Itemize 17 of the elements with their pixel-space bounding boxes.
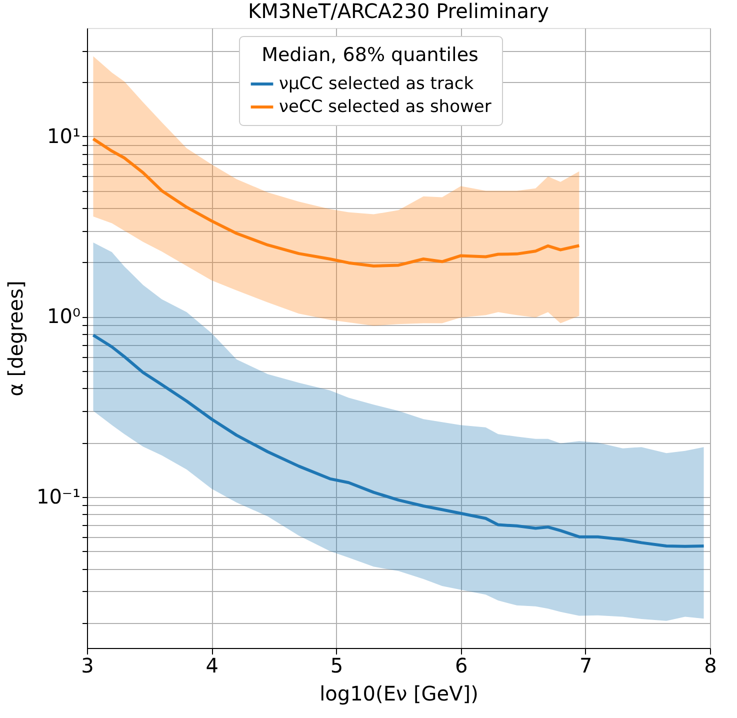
y-tick-label: 10¹ xyxy=(47,124,80,148)
x-axis-title: log10(Eν [GeV]) xyxy=(320,682,478,706)
line-series xyxy=(92,137,581,268)
chart-title: KM3NeT/ARCA230 Preliminary xyxy=(248,0,550,23)
x-tick-label: 4 xyxy=(206,654,218,678)
x-tick-label: 6 xyxy=(454,654,468,678)
x-tick-label: 5 xyxy=(330,654,344,678)
x-tick-label: 7 xyxy=(580,654,592,678)
legend-label: νμCC selected as track xyxy=(279,74,474,94)
y-tick-label: 10⁰ xyxy=(47,304,80,328)
legend-title: Median, 68% quantiles xyxy=(262,44,478,66)
line-series xyxy=(92,334,706,548)
y-tick-label: 10⁻¹ xyxy=(36,484,80,508)
x-tick-label: 8 xyxy=(704,654,717,678)
y-axis-title: α [degrees] xyxy=(3,280,28,396)
legend-label: νeCC selected as shower xyxy=(279,97,492,117)
x-tick-label: 3 xyxy=(81,654,94,678)
